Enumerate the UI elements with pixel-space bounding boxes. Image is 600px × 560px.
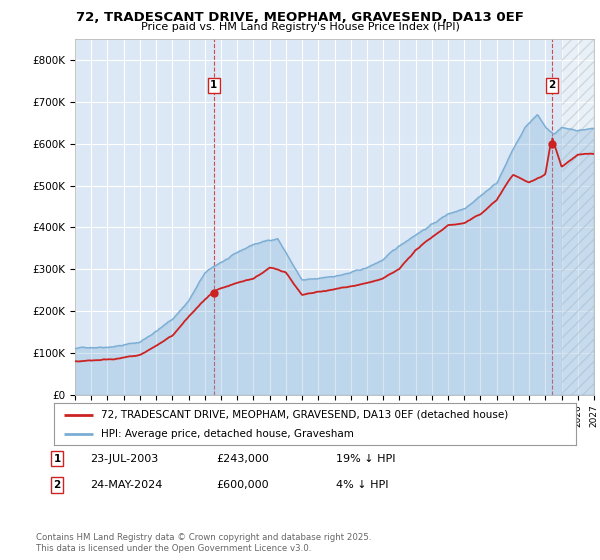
Bar (562, 39, 594, 395)
Text: 72, TRADESCANT DRIVE, MEOPHAM, GRAVESEND, DA13 0EF: 72, TRADESCANT DRIVE, MEOPHAM, GRAVESEND… (76, 11, 524, 24)
Text: £600,000: £600,000 (216, 480, 269, 490)
Text: 4% ↓ HPI: 4% ↓ HPI (336, 480, 389, 490)
Text: Contains HM Land Registry data © Crown copyright and database right 2025.
This d: Contains HM Land Registry data © Crown c… (36, 533, 371, 553)
Text: 2: 2 (53, 480, 61, 490)
Text: £243,000: £243,000 (216, 454, 269, 464)
Text: HPI: Average price, detached house, Gravesham: HPI: Average price, detached house, Grav… (101, 429, 354, 439)
Text: 2: 2 (548, 80, 556, 90)
Text: 19% ↓ HPI: 19% ↓ HPI (336, 454, 395, 464)
Text: 24-MAY-2024: 24-MAY-2024 (90, 480, 163, 490)
Text: 1: 1 (210, 80, 217, 90)
Text: 1: 1 (53, 454, 61, 464)
Text: 72, TRADESCANT DRIVE, MEOPHAM, GRAVESEND, DA13 0EF (detached house): 72, TRADESCANT DRIVE, MEOPHAM, GRAVESEND… (101, 409, 508, 419)
Text: Price paid vs. HM Land Registry's House Price Index (HPI): Price paid vs. HM Land Registry's House … (140, 22, 460, 32)
Text: 23-JUL-2003: 23-JUL-2003 (90, 454, 158, 464)
